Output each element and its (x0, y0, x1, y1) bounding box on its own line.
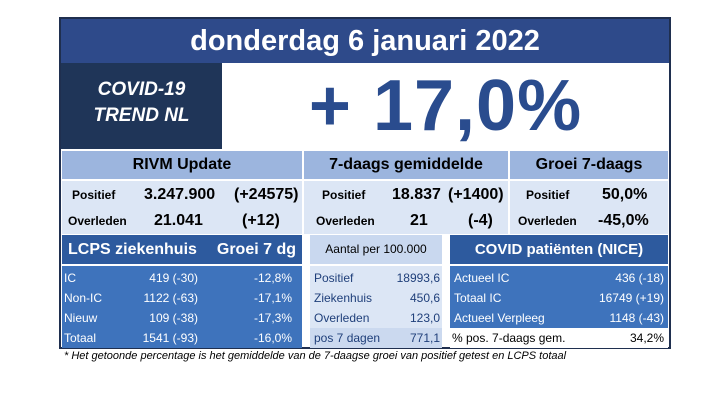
rivm-overleden-delta: (+12) (242, 212, 280, 229)
per100k-row-value: 771,1 (409, 331, 440, 345)
growth-header: Groei 7-daags (510, 151, 668, 179)
per100k-row: Ziekenhuis 450,6 (310, 288, 442, 308)
rivm-positief-delta: (+24575) (234, 186, 299, 203)
per100k-row: Overleden 123,0 (310, 308, 442, 328)
per100k-header: Aantal per 100.000 (310, 235, 442, 264)
growth-overleden-row: Overleden -45,0% (510, 208, 668, 234)
nice-header: COVID patiënten (NICE) (450, 235, 668, 264)
per100k-body: Positief 18993,6 Ziekenhuis 450,6 Overle… (310, 266, 442, 348)
trend-label-box: COVID-19 TREND NL (61, 63, 222, 149)
per100k-row-value: 450,6 (409, 291, 440, 305)
nice-row: % pos. 7-daags gem. 34,2% (450, 328, 668, 348)
per100k-row: Positief 18993,6 (310, 268, 442, 288)
trend-line-1: COVID-19 (97, 79, 186, 100)
per100k-row-value: 18993,6 (396, 271, 440, 285)
per100k-row-label: Overleden (314, 311, 370, 325)
growth-overleden-value: -45,0% (598, 212, 649, 229)
date-title: donderdag 6 januari 2022 (61, 19, 669, 63)
nice-row: Totaal IC 16749 (+19) (450, 288, 668, 308)
avg7-overleden-delta: (-4) (468, 212, 493, 229)
lcps-row: Totaal 1541 (-93) -16,0% (62, 328, 302, 348)
rivm-overleden-row: Overleden 21.041 (+12) (62, 208, 302, 234)
growth-body: Positief 50,0% Overleden -45,0% (510, 181, 668, 234)
trend-percentage: + 17,0% (222, 63, 669, 149)
growth-positief-label: Positief (526, 188, 570, 202)
per100k-row-value: 123,0 (409, 311, 440, 325)
rivm-header: RIVM Update (62, 151, 302, 179)
lcps-row-label: IC (64, 271, 76, 285)
nice-row-label: Totaal IC (454, 291, 502, 305)
lcps-row-growth: -12,8% (253, 271, 292, 285)
avg7-header: 7-daags gemiddelde (304, 151, 508, 179)
rivm-positief-row: Positief 3.247.900 (+24575) (62, 182, 302, 208)
nice-row-value: 436 (-18) (615, 271, 664, 285)
lcps-row-value: 109 (-38) (149, 311, 198, 325)
lcps-row-value: 1122 (-63) (143, 291, 198, 305)
lcps-row: Non-IC 1122 (-63) -17,1% (62, 288, 302, 308)
nice-row-value: 1148 (-43) (609, 311, 664, 325)
nice-row-label: % pos. 7-daags gem. (452, 331, 566, 345)
rivm-overleden-label: Overleden (68, 214, 127, 228)
avg7-overleden-label: Overleden (316, 214, 375, 228)
rivm-positief-label: Positief (72, 188, 116, 202)
nice-row: Actueel IC 436 (-18) (450, 268, 668, 288)
nice-row-value: 16749 (+19) (598, 291, 664, 305)
rivm-positief-value: 3.247.900 (144, 186, 216, 203)
lcps-row-label: Nieuw (64, 311, 98, 325)
lcps-row-growth: -16,0% (253, 331, 292, 345)
rivm-body: Positief 3.247.900 (+24575) Overleden 21… (62, 181, 302, 234)
avg7-positief-delta: (+1400) (448, 186, 504, 203)
avg7-body: Positief 18.837 (+1400) Overleden 21 (-4… (304, 181, 508, 234)
nice-row-label: Actueel Verpleeg (454, 311, 545, 325)
lcps-growth-title: Groei 7 dg (216, 241, 296, 258)
per100k-row: pos 7 dagen 771,1 (310, 328, 442, 348)
per100k-row-label: Ziekenhuis (314, 291, 373, 305)
per100k-row-label: Positief (314, 271, 354, 285)
nice-body: Actueel IC 436 (-18) Totaal IC 16749 (+1… (450, 266, 668, 348)
rivm-overleden-value: 21.041 (154, 212, 203, 229)
nice-row-value: 34,2% (629, 331, 664, 345)
lcps-row-label: Totaal (64, 331, 97, 345)
avg7-positief-row: Positief 18.837 (+1400) (304, 182, 508, 208)
growth-positief-value: 50,0% (602, 186, 648, 203)
growth-positief-row: Positief 50,0% (510, 182, 668, 208)
avg7-positief-label: Positief (322, 188, 366, 202)
lcps-row: IC 419 (-30) -12,8% (62, 268, 302, 288)
trend-line-2: TREND NL (93, 105, 190, 126)
lcps-row-value: 419 (-30) (149, 271, 198, 285)
avg7-positief-value: 18.837 (392, 186, 441, 203)
avg7-overleden-row: Overleden 21 (-4) (304, 208, 508, 234)
footnote: * Het getoonde percentage is het gemidde… (64, 350, 567, 362)
per100k-row-label: pos 7 dagen (314, 331, 381, 345)
lcps-header: LCPS ziekenhuis Groei 7 dg (62, 235, 302, 264)
nice-row-label: Actueel IC (454, 271, 510, 285)
avg7-overleden-value: 21 (410, 212, 428, 229)
lcps-row-label: Non-IC (64, 291, 103, 305)
lcps-title: LCPS ziekenhuis (68, 241, 197, 258)
lcps-row-growth: -17,1% (253, 291, 292, 305)
lcps-row-value: 1541 (-93) (142, 331, 198, 345)
lcps-row: Nieuw 109 (-38) -17,3% (62, 308, 302, 328)
lcps-body: IC 419 (-30) -12,8% Non-IC 1122 (-63) -1… (62, 266, 302, 348)
growth-overleden-label: Overleden (518, 214, 577, 228)
lcps-row-growth: -17,3% (253, 311, 292, 325)
nice-row: Actueel Verpleeg 1148 (-43) (450, 308, 668, 328)
